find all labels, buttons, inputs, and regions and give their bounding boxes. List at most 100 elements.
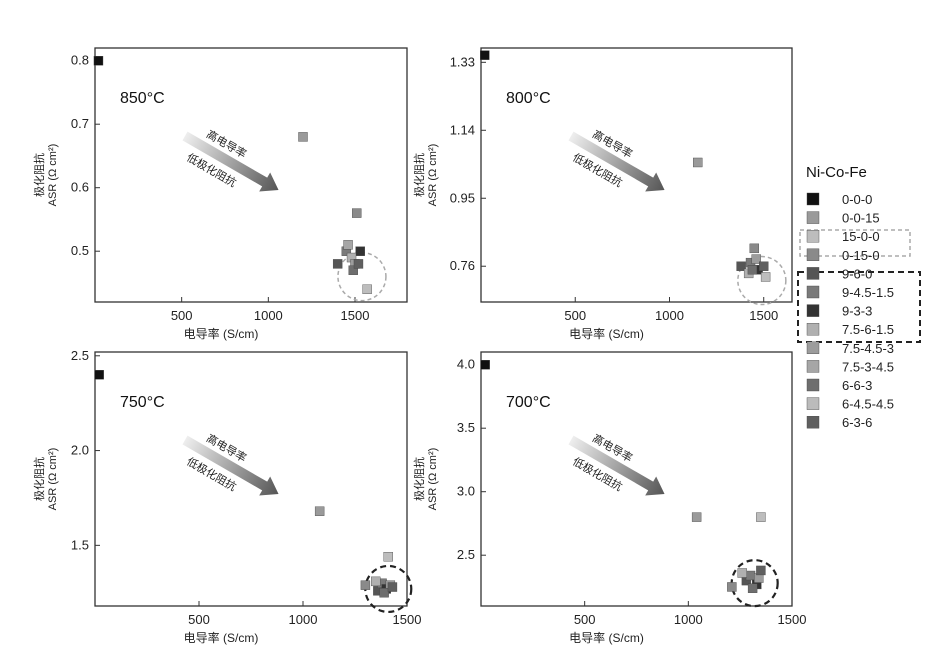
y-tick-label: 1.33 [450,54,475,69]
legend-swatch [806,323,820,336]
trend-arrow-shape [568,131,665,192]
legend-label: 0-15-0 [842,248,880,263]
x-tick-label: 500 [171,308,193,323]
y-tick-label: 3.5 [457,420,475,435]
panel-title: 750°C [120,394,165,411]
data-point [693,157,703,168]
x-tick-label: 1500 [749,308,778,323]
legend: Ni-Co-Fe 0-0-0 0-0-15 15-0-0 0-15-0 9-6-0 9-4… [797,164,921,430]
legend-item: 15-0-0 [806,229,880,244]
chart-panel-4: 500 1000 1500 2.5 3.0 3.5 4.0 电导率 (S/cm) 极化阻抗 ASR… [412,351,807,645]
legend-title: Ni-Co-Fe [806,164,867,181]
legend-item: 9-4.5-1.5 [806,285,894,300]
legend-item: 0-0-15 [806,211,880,226]
data-point [355,246,365,256]
data-point [379,588,389,598]
x-axis-label: 电导率 (S/cm) [569,630,644,645]
y-tick-label: 2.0 [71,443,89,458]
y-axis-label: ASR (Ω cm²) [47,144,59,207]
plot-frame [480,47,793,303]
data-point [691,512,702,522]
legend-swatch [806,229,820,243]
y-tick-label: 0.8 [71,53,89,68]
data-point [383,552,393,562]
legend-label: 7.5-6-1.5 [842,322,894,337]
data-point [348,265,358,275]
x-axis-label: 电导率 (S/cm) [184,326,259,341]
x-tick-label: 1000 [289,612,318,627]
x-tick-label: 1500 [393,612,422,627]
legend-label: 6-4.5-4.5 [842,397,894,412]
legend-swatch [806,248,820,262]
legend-label: 6-6-3 [842,378,872,393]
trend-arrow-shape [182,435,279,496]
y-tick-label: 1.14 [450,122,475,137]
panel-title: 700°C [506,394,551,411]
chart-panel-2: 500 1000 1500 0.76 0.95 1.14 1.33 电导率 (S/cm) 极化阻… [412,47,793,341]
x-tick-label: 1000 [674,612,703,627]
panel-title: 850°C [120,90,165,107]
legend-swatch [806,416,820,429]
x-tick-label: 500 [574,612,596,627]
y-tick-label: 0.76 [450,258,475,273]
y-tick-label: 2.5 [457,547,475,562]
y-axis-label: ASR (Ω cm²) [47,448,59,511]
data-point [727,582,737,592]
legend-label: 9-6-0 [842,266,872,281]
y-tick-label: 0.95 [450,190,475,205]
legend-swatch [806,211,820,224]
data-point [747,265,758,275]
legend-label: 7.5-4.5-3 [842,341,894,356]
data-point [749,243,760,254]
legend-swatch [806,378,820,392]
x-axis-label: 电导率 (S/cm) [569,326,644,341]
data-point [480,360,490,370]
legend-item: 9-6-0 [806,266,872,281]
legend-swatch [806,341,820,354]
legend-item: 9-3-3 [806,304,872,319]
data-point [362,284,372,294]
data-point [314,506,325,516]
y-tick-label: 0.5 [71,243,89,258]
panel-title: 800°C [506,90,551,107]
data-point [94,370,104,380]
data-point [93,56,104,66]
x-tick-label: 1500 [778,612,807,627]
legend-label: 9-4.5-1.5 [842,285,894,300]
legend-item: 6-4.5-4.5 [806,397,894,412]
plot-frame [94,47,408,303]
legend-item: 7.5-3-4.5 [806,359,894,374]
legend-swatch [806,285,820,299]
legend-label: 15-0-0 [842,229,880,244]
legend-item: 0-0-0 [806,192,872,207]
data-point [387,582,398,592]
legend-label: 0-0-0 [842,192,872,207]
data-point [332,259,343,269]
legend-label: 9-3-3 [842,304,872,319]
y-axis-label-top: 极化阻抗 [32,457,46,501]
legend-swatch [806,360,820,373]
data-point [737,568,747,578]
data-point [759,261,769,271]
data-point [745,570,756,581]
data-point [371,576,381,587]
chart-panel-1: 500 1000 1500 0.5 0.6 0.7 0.8 电导率 (S/cm) 极化阻抗 ASR… [32,47,408,341]
x-tick-label: 500 [564,308,586,323]
data-point [360,580,371,590]
x-axis-label: 电导率 (S/cm) [184,630,259,645]
x-tick-label: 500 [188,612,210,627]
y-axis-label-top: 极化阻抗 [32,153,46,197]
legend-highlight-box-dark [797,271,921,343]
y-tick-label: 3.0 [457,484,475,499]
data-point [756,565,766,576]
legend-swatch [806,192,820,206]
y-axis-label-top: 极化阻抗 [412,153,426,197]
y-axis-label: ASR (Ω cm²) [427,448,439,511]
legend-swatch [806,304,820,317]
data-point [353,259,364,269]
data-point [751,254,761,264]
